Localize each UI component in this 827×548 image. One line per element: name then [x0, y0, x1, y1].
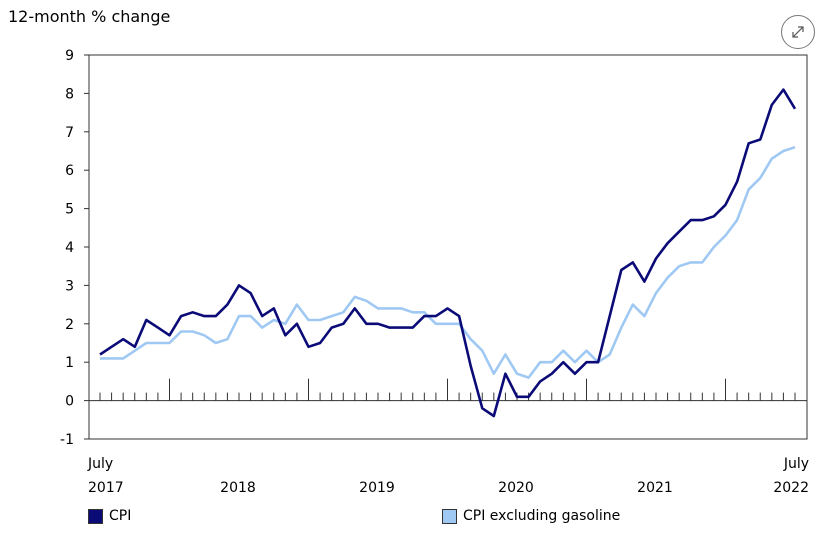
y-axis-label: 12-month % change	[8, 7, 171, 26]
series-lines	[99, 88, 797, 418]
y-tick-label: 2	[65, 317, 74, 333]
x-tick-label-year: 2018	[220, 480, 256, 496]
legend-swatch-cpi-excluding-gasoline	[442, 508, 457, 524]
legend-label-cpi: CPI	[109, 508, 132, 524]
expand-chart-button[interactable]	[781, 15, 815, 49]
y-tick-label: 9	[65, 48, 74, 64]
y-tick-label: 6	[65, 163, 74, 179]
legend-swatch-cpi	[88, 508, 103, 524]
y-tick-label: 3	[65, 278, 74, 294]
y-tick-label: 7	[65, 125, 74, 141]
expand-icon	[792, 26, 804, 38]
x-tick-label-month: July	[87, 456, 113, 472]
y-tick-label: 4	[65, 240, 74, 256]
legend-label-cpi-excluding-gasoline: CPI excluding gasoline	[463, 508, 621, 524]
y-tick-label: 5	[65, 202, 74, 218]
y-tick-label: -1	[60, 432, 74, 448]
legend-item-cpi-excluding-gasoline: CPI excluding gasoline	[442, 508, 620, 524]
x-tick-label-year: 2022	[773, 480, 809, 496]
x-tick-label-month: July	[783, 456, 809, 472]
x-tick-label-year: 2019	[359, 480, 395, 496]
x-tick-label-year: 2021	[637, 480, 673, 496]
x-tick-label-year: 2020	[498, 480, 534, 496]
legend-item-cpi: CPI	[88, 508, 131, 524]
y-tick-label: 0	[65, 394, 74, 410]
x-tick-label-year: 2017	[88, 480, 124, 496]
y-axis-ticks: 9 8 7 6 5 4 3 2 1 0 -1	[60, 48, 89, 448]
series-line-cpi-excluding-gasoline	[100, 145, 796, 379]
series-line-cpi	[99, 88, 797, 418]
y-tick-label: 8	[65, 86, 74, 102]
x-axis: July 2017 2018 2019 2020 2021 July 2022	[87, 378, 809, 496]
y-tick-label: 1	[65, 355, 74, 371]
